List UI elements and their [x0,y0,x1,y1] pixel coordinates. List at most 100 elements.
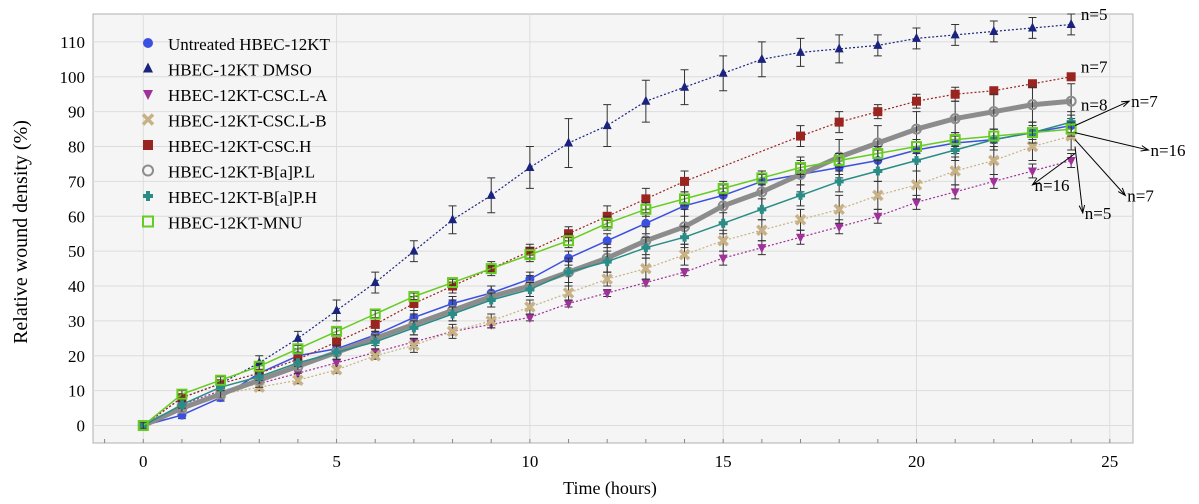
annotation-pointer [1032,153,1076,186]
x-tick-label: 25 [1101,452,1118,471]
data-point [757,244,767,254]
data-point [949,165,961,177]
y-tick-label: 20 [68,347,85,366]
data-point [641,95,651,105]
data-point [564,267,574,277]
data-point [989,86,999,96]
data-point [446,325,459,338]
legend-marker [143,140,153,150]
annotation-label: n=5 [1085,204,1112,223]
x-tick-label: 15 [715,452,732,471]
data-point [562,287,575,299]
y-tick-label: 50 [68,242,85,261]
data-point [911,32,921,42]
legend-label: HBEC-12KT-B[a]P.H [168,188,317,207]
data-point [680,232,690,242]
data-point [1026,127,1038,139]
data-point [448,309,458,319]
plot-area [92,13,1134,444]
data-point [254,372,264,382]
data-point [949,134,961,146]
data-point [833,154,845,166]
legend-marker [143,90,153,100]
data-point [911,155,921,165]
data-point [1026,99,1038,111]
data-point [718,218,728,228]
data-point [911,96,921,106]
annotations: n=5 n=7 n=8 n=7 n=16 n=7 n=16 n=5 [1031,5,1186,223]
legend-label: HBEC-12KT-MNU [168,214,302,233]
data-point [988,130,1000,142]
data-point [873,166,883,176]
data-point [640,203,652,215]
data-point [680,81,690,91]
data-point [717,182,729,194]
axis-ticks: 0 10 20 30 40 50 60 70 80 90 100 110 0 5 10 15 20 25 [60,33,1119,471]
data-point [950,188,960,198]
data-point [215,374,227,386]
data-point [756,172,768,184]
data-point [796,131,806,141]
data-point [602,120,612,130]
data-point [524,249,536,261]
error-bar [293,344,302,353]
x-axis-label: Time (hours) [563,478,657,499]
data-point [910,123,922,135]
data-point [332,337,342,347]
data-point [409,298,419,308]
data-point [834,43,844,53]
annotation-label: n=7 [1081,57,1108,76]
data-point [176,388,188,400]
data-point [757,204,767,214]
data-point [796,190,806,200]
data-point [794,214,807,226]
data-point [1027,79,1037,89]
legend-marker [143,62,153,73]
data-point [717,200,729,212]
data-point [601,273,613,285]
data-point [602,257,612,267]
data-point [408,291,420,303]
data-point [601,217,613,229]
data-point [293,358,303,368]
data-point [756,224,768,236]
y-tick-label: 110 [60,33,85,52]
data-point [525,313,535,323]
annotation-pointer [1074,132,1149,151]
x-tick-label: 20 [908,452,925,471]
legend-marker [143,191,153,201]
grid-lines [93,14,1133,443]
data-point [640,262,652,275]
data-point [602,289,612,299]
x-tick-label: 10 [521,452,538,471]
y-tick-label: 40 [68,277,85,296]
data-point [602,236,612,246]
annotation-pointer [1074,100,1130,127]
data-point [834,176,844,186]
data-point [910,179,923,191]
data-point [718,254,728,264]
data-point [408,339,420,352]
data-point [641,218,651,228]
data-point [331,325,343,337]
data-point [369,350,381,362]
data-point [949,113,961,125]
y-tick-label: 80 [68,138,85,157]
data-point [485,315,497,327]
data-point [524,301,536,313]
legend-marker [143,38,153,48]
y-axis-label: Relative wound density (%) [10,120,32,344]
data-point [332,347,342,357]
legend-marker [141,113,155,126]
legend-marker [142,164,154,177]
data-point [796,233,806,243]
data-point [486,189,496,199]
y-tick-label: 0 [77,417,86,436]
error-bar [487,264,496,273]
data-point [718,67,728,77]
error-bar [177,390,186,399]
data-point [485,263,497,275]
x-tick-label: 0 [139,452,148,471]
error-bar [139,421,148,430]
